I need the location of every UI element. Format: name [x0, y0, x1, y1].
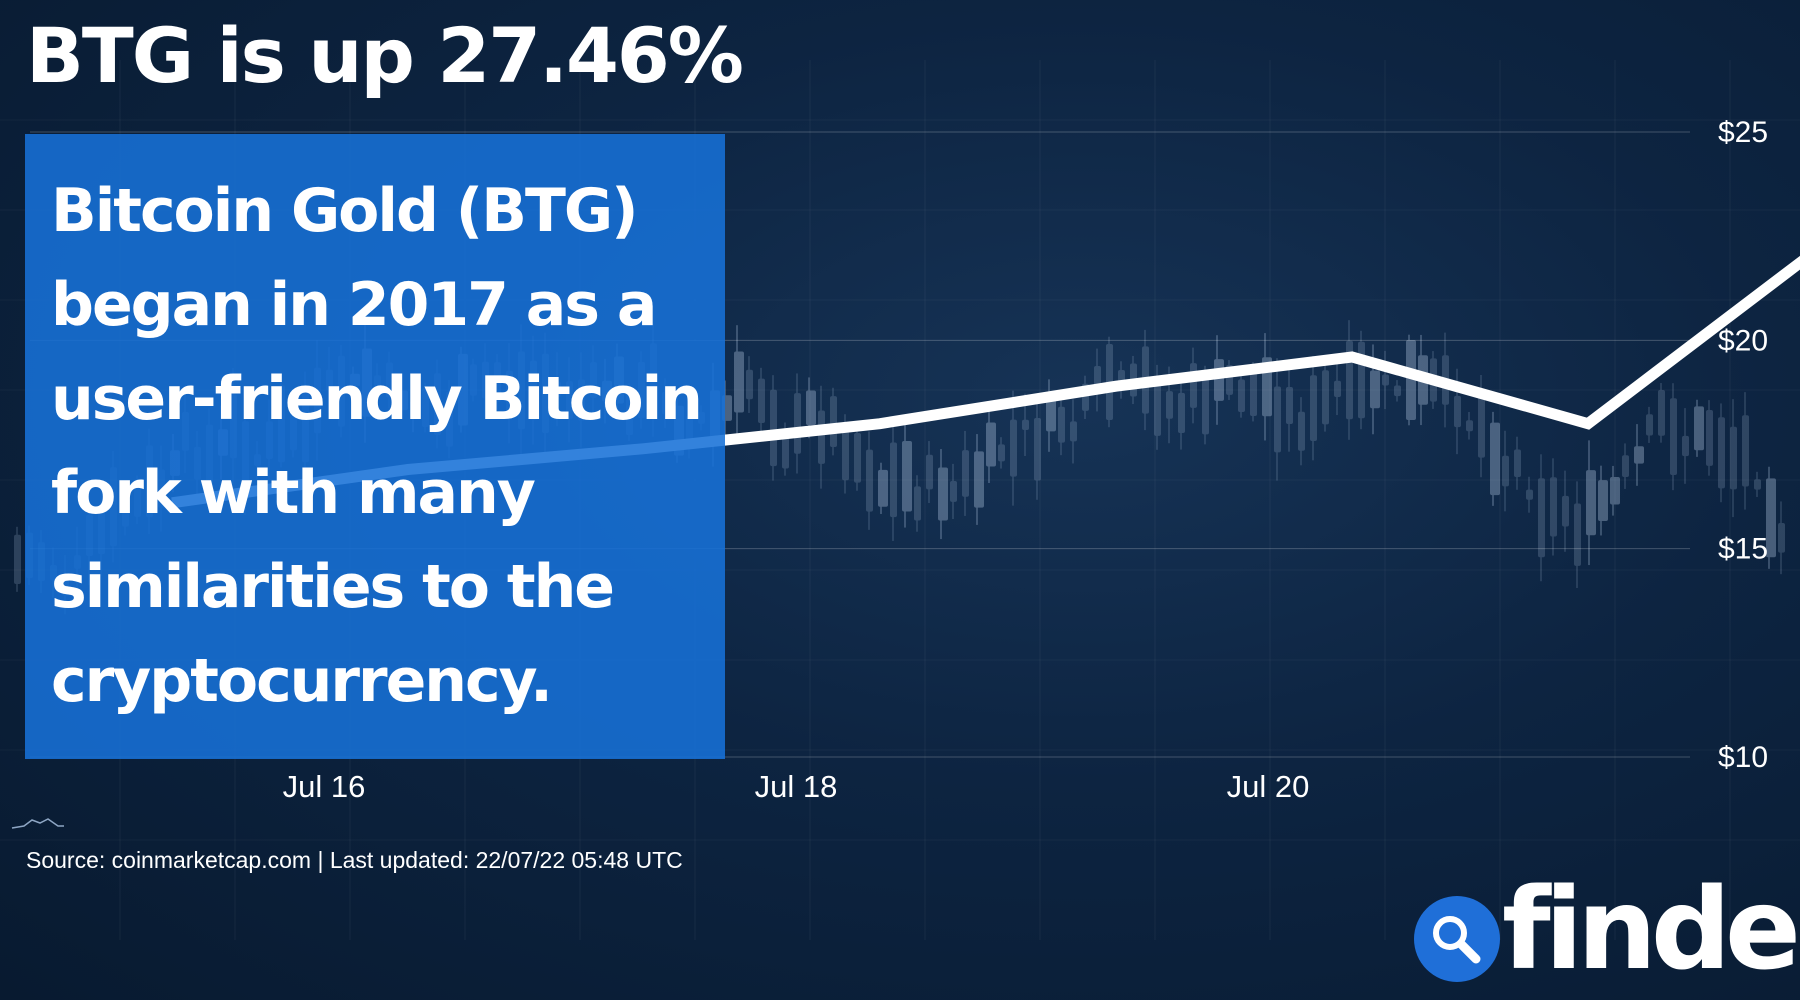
bg-candle	[1538, 454, 1545, 582]
finder-logo: finder	[1412, 874, 1800, 990]
bg-candle	[1622, 443, 1629, 489]
bg-candle	[1298, 397, 1305, 466]
bg-candle	[14, 526, 21, 592]
bg-candle	[1598, 465, 1608, 536]
source-note: Source: coinmarketcap.com | Last updated…	[26, 847, 683, 873]
bg-candle	[1586, 440, 1596, 566]
bg-candle	[1514, 436, 1521, 490]
bg-candle	[758, 367, 765, 434]
bg-candle	[1322, 362, 1329, 432]
price-point	[1351, 356, 1353, 358]
x-tick-label: Jul 20	[1227, 769, 1310, 804]
y-tick-label: $15	[1718, 533, 1768, 566]
bg-candle	[1274, 358, 1281, 481]
bg-candle	[1070, 399, 1077, 464]
bg-candle	[878, 462, 888, 514]
bg-candle	[866, 431, 873, 530]
x-tick-label: Jul 18	[755, 769, 838, 804]
bg-candle	[1382, 350, 1389, 410]
bg-candle	[938, 449, 948, 540]
bg-candle	[986, 405, 996, 484]
bg-candle	[1634, 424, 1644, 486]
brand-name: finder	[1502, 865, 1800, 995]
price-point	[1115, 385, 1117, 388]
bg-candle	[818, 385, 825, 489]
bg-candle	[890, 418, 897, 541]
bg-candle	[794, 373, 801, 474]
callout-text: Bitcoin Gold (BTG) began in 2017 as a us…	[51, 176, 703, 716]
bg-candle	[1406, 334, 1416, 426]
bg-candle	[1766, 466, 1776, 569]
bg-candle	[1334, 362, 1341, 416]
y-tick-label: $25	[1718, 116, 1768, 149]
bg-candle	[1610, 465, 1620, 516]
y-tick-label: $10	[1718, 741, 1768, 774]
bg-candle	[1646, 406, 1653, 443]
bg-candle	[734, 325, 744, 439]
magnifier-icon	[1414, 896, 1500, 982]
bg-candle	[1754, 471, 1761, 497]
description-callout: Bitcoin Gold (BTG) began in 2017 as a us…	[25, 134, 725, 759]
bg-candle	[1526, 476, 1533, 513]
bg-candle	[926, 441, 933, 504]
bg-candle	[746, 356, 753, 413]
chart-thumbnail-icon	[11, 818, 64, 829]
bg-candle	[1562, 470, 1569, 552]
bg-candle	[1574, 481, 1581, 589]
bg-candle	[1394, 380, 1401, 402]
bg-candle	[770, 375, 777, 481]
bg-candle	[974, 434, 984, 525]
bg-candle	[1310, 355, 1317, 461]
y-tick-label: $20	[1718, 324, 1768, 357]
bg-candle	[1718, 403, 1725, 503]
price-point	[1587, 422, 1589, 425]
price-point	[879, 422, 881, 425]
bg-candle	[1058, 394, 1065, 456]
bg-candle	[1550, 458, 1557, 556]
bg-candle	[1034, 398, 1041, 500]
bg-candle	[914, 475, 921, 532]
bg-candle	[1502, 430, 1509, 512]
bg-candle	[1238, 373, 1245, 418]
bg-candle	[1010, 390, 1017, 506]
bg-candle	[1658, 383, 1665, 443]
bg-candle	[1778, 501, 1785, 575]
bg-candle	[1286, 359, 1293, 452]
bg-candle	[1742, 392, 1749, 510]
bg-candle	[902, 425, 912, 528]
bg-candle	[950, 463, 957, 520]
bg-candle	[998, 437, 1005, 469]
bg-candle	[1466, 412, 1473, 440]
page-title: BTG is up 27.46%	[26, 11, 744, 100]
bg-candle	[962, 430, 969, 516]
bg-candle	[1730, 399, 1737, 518]
bg-candle	[854, 424, 861, 491]
bg-candle	[1706, 400, 1713, 476]
bg-candle	[1682, 408, 1689, 484]
bg-candle	[1670, 383, 1677, 491]
x-tick-label: Jul 16	[283, 769, 366, 804]
bg-candle	[1490, 411, 1500, 506]
bg-candle	[1694, 399, 1704, 457]
bg-candle	[1178, 376, 1185, 450]
